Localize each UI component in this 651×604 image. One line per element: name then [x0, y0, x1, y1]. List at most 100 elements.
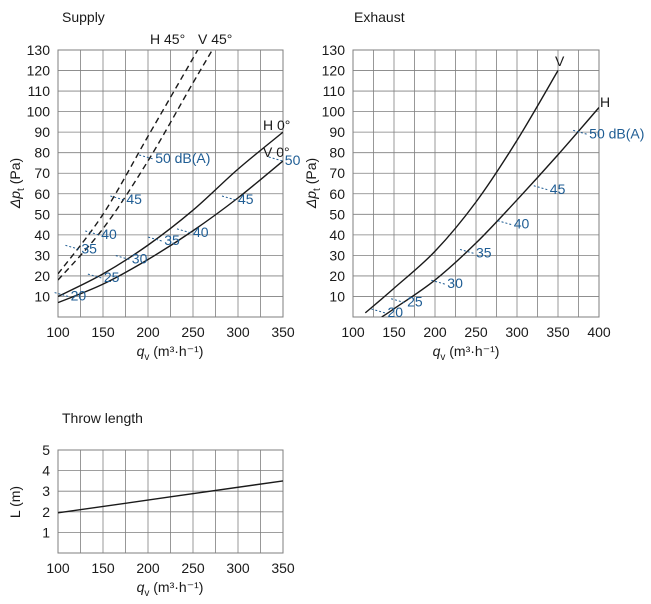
noise-tick	[371, 308, 386, 314]
y-tick-label: 70	[329, 165, 345, 181]
noise-level-label: 25	[407, 294, 423, 310]
series-group	[58, 50, 283, 304]
y-axis-label: L (m)	[7, 486, 23, 518]
noise-tick	[459, 248, 475, 254]
y-tick-label: 30	[34, 247, 50, 263]
chart-title: Supply	[62, 9, 105, 25]
noise-level-label: 30	[447, 275, 463, 291]
y-tick-label: 50	[34, 206, 50, 222]
series-line-2	[58, 50, 199, 275]
grid	[57, 49, 284, 318]
grid	[57, 449, 284, 554]
y-tick-label: 3	[42, 483, 50, 499]
noise-level-label: 35	[81, 240, 97, 256]
y-tick-label: 120	[27, 63, 51, 79]
x-tick-label: 150	[382, 324, 406, 340]
series-label: H 45°	[150, 31, 185, 47]
noise-level-label: 35	[476, 244, 492, 260]
series-line-0	[58, 131, 283, 298]
y-tick-label: 130	[27, 42, 51, 58]
chart-1: Exhaust 100 150 200 250 300 350 400 10 20 30 40 50 60…	[303, 9, 644, 363]
series-label: V 0°	[263, 144, 290, 160]
y-tick-label: 100	[322, 104, 346, 120]
series-line-3	[58, 50, 214, 281]
noise-tick	[221, 195, 237, 201]
y-tick-label: 10	[329, 288, 345, 304]
y-tick-label: 4	[42, 463, 50, 479]
series-line-1	[58, 160, 283, 304]
y-tick-label: 50	[329, 206, 345, 222]
x-axis-label: qv (m³·h⁻¹)	[433, 343, 500, 363]
x-tick-label: 400	[587, 324, 611, 340]
y-tick-label: 110	[323, 83, 346, 99]
y-tick-label: 60	[34, 186, 50, 202]
series-line-1	[381, 107, 599, 317]
x-tick-label: 300	[505, 324, 529, 340]
chart-0: Supply 100 150 200 250 300 350 10 20 30 40 50 60 70 80…	[7, 9, 301, 363]
series-group	[364, 70, 599, 317]
noise-tick	[390, 298, 406, 304]
y-tick-label: 20	[34, 268, 50, 284]
noise-level-label: 45	[550, 181, 566, 197]
noise-level-label: 45	[126, 191, 142, 207]
noise-tick	[115, 255, 130, 261]
y-tick-label: 60	[329, 186, 345, 202]
x-axis-label: qv (m³·h⁻¹)	[137, 579, 204, 599]
noise-level-label: 25	[104, 269, 120, 285]
series-label: V	[555, 53, 565, 69]
noise-level-label: 40	[193, 224, 209, 240]
x-tick-label: 250	[181, 324, 205, 340]
x-tick-label: 100	[341, 324, 365, 340]
y-tick-label: 5	[42, 442, 50, 458]
noise-tick	[65, 244, 80, 250]
noise-tick	[139, 154, 154, 160]
x-tick-label: 350	[271, 560, 295, 576]
series-label: V 45°	[198, 31, 232, 47]
series-label: H 0°	[263, 117, 290, 133]
x-tick-label: 100	[46, 324, 70, 340]
x-tick-label: 150	[91, 560, 115, 576]
y-tick-label: 2	[42, 504, 50, 520]
y-tick-label: 130	[322, 42, 346, 58]
x-tick-label: 200	[136, 324, 160, 340]
series-line-0	[58, 480, 283, 514]
x-axis-label: qv (m³·h⁻¹)	[137, 343, 204, 363]
series-label: H	[600, 94, 610, 110]
noise-level-label: 50 dB(A)	[589, 125, 644, 141]
x-tick-label: 300	[226, 560, 250, 576]
noise-level-label: 50 dB(A)	[155, 150, 210, 166]
noise-level-label: 20	[71, 288, 87, 304]
x-tick-label: 200	[136, 560, 160, 576]
noise-level-label: 35	[164, 232, 180, 248]
noise-tick	[176, 228, 192, 234]
y-tick-label: 90	[329, 124, 345, 140]
noise-tick	[533, 185, 548, 191]
noise-tick	[110, 195, 125, 201]
y-axis-label: Δpt (Pa)	[303, 158, 323, 209]
plot-frame	[57, 49, 284, 318]
noise-tick	[148, 236, 163, 242]
noise-tick	[87, 273, 103, 279]
x-tick-label: 300	[226, 324, 250, 340]
y-tick-label: 80	[329, 145, 345, 161]
noise-level-label: 40	[514, 216, 530, 232]
noise-level-label: 50	[285, 152, 301, 168]
chart-2: Throw length 100 150 200 250 300 350 1 2 3 4 5 qv (m…	[7, 410, 295, 599]
noise-tick	[431, 279, 446, 285]
x-tick-label: 150	[91, 324, 115, 340]
x-tick-label: 250	[181, 560, 205, 576]
y-tick-label: 120	[322, 63, 346, 79]
y-tick-label: 1	[42, 524, 50, 540]
noise-tick	[497, 220, 512, 226]
y-tick-label: 40	[329, 227, 345, 243]
series-line-0	[364, 70, 559, 314]
y-tick-label: 100	[27, 104, 51, 120]
grid	[352, 49, 600, 318]
plot-frame	[352, 49, 600, 318]
noise-level-label: 20	[387, 304, 403, 320]
chart-title: Throw length	[62, 410, 143, 426]
noise-level-label: 30	[132, 251, 148, 267]
y-tick-label: 70	[34, 165, 50, 181]
y-tick-label: 90	[34, 124, 50, 140]
